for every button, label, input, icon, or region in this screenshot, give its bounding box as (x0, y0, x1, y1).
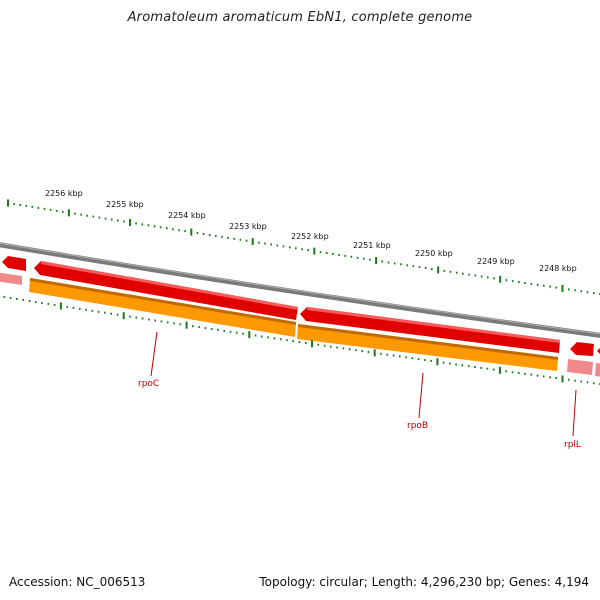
scale-label: 2249 kbp (477, 257, 515, 266)
accession-text: Accession: NC_006513 (9, 575, 146, 589)
rplL-leader-line (572, 389, 577, 437)
gene-rpoB-arrow[interactable] (300, 307, 560, 353)
gene-track (0, 256, 600, 358)
cds-rpoB[interactable] (297, 324, 558, 371)
cds-rpoC[interactable] (29, 278, 296, 337)
scale-label: 2248 kbp (539, 264, 577, 273)
gene-feature[interactable] (2, 256, 26, 271)
scale-label: 2256 kbp (45, 189, 83, 198)
gene-highlight (307, 307, 560, 343)
scale-label: 2251 kbp (353, 241, 391, 250)
rpoC-leader-line (150, 331, 158, 377)
scale-label: 2253 kbp (229, 222, 267, 231)
outer-scale-ticks (7, 199, 600, 295)
inner-scale-ticks (3, 296, 600, 385)
cds-feature[interactable] (595, 363, 600, 377)
cds-shade (30, 278, 296, 325)
outer-scale-labels: 2256 kbp 2255 kbp 2254 kbp 2253 kbp 2252… (45, 189, 577, 273)
gene-label-rpoB[interactable]: rpoB (407, 421, 428, 431)
scale-label: 2252 kbp (291, 232, 329, 241)
genome-info-text: Topology: circular; Length: 4,296,230 bp… (259, 575, 589, 589)
backbone-highlight (0, 242, 600, 335)
rpoB-leader-line (418, 372, 424, 419)
gene-rplL-arrow[interactable] (570, 342, 594, 356)
scale-label: 2255 kbp (106, 200, 144, 209)
gene-highlight (41, 261, 298, 310)
cds-track (29, 278, 600, 377)
cds-shade (298, 324, 558, 360)
gene-label-rpoC[interactable]: rpoC (138, 379, 159, 389)
gene-feature[interactable] (0, 272, 22, 285)
cds-rplL[interactable] (567, 359, 593, 375)
map-title: Aromatoleum aromaticum EbN1, complete ge… (127, 10, 473, 25)
scale-label: 2250 kbp (415, 249, 453, 258)
scale-label: 2254 kbp (168, 211, 206, 220)
gene-rpoC-arrow[interactable] (34, 261, 298, 320)
genome-backbone (0, 242, 600, 338)
gene-feature[interactable] (597, 345, 600, 358)
gene-label-rplL[interactable]: rplL (564, 440, 581, 450)
